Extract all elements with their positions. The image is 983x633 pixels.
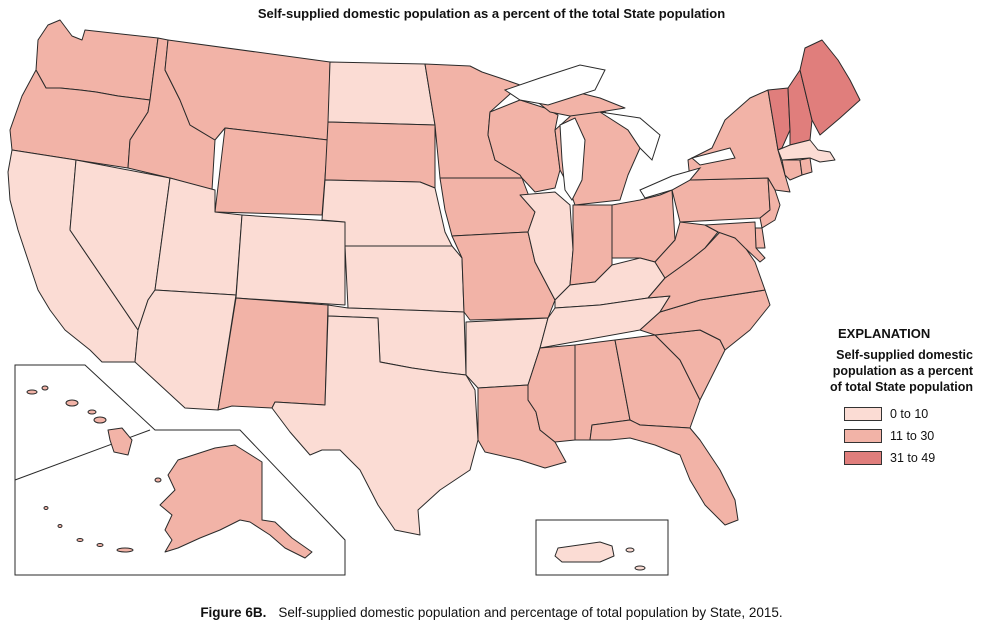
state-ak-shape <box>116 547 134 553</box>
figure-caption: Figure 6B. Self-supplied domestic populat… <box>0 605 983 620</box>
legend-item: 11 to 30 <box>808 425 983 447</box>
state-florida <box>589 419 739 526</box>
state-hi-shape <box>87 409 97 415</box>
alaska-hawaii-inset-frame <box>14 364 346 576</box>
lake-huron <box>599 111 661 161</box>
legend-label: 0 to 10 <box>890 407 929 421</box>
state-ak-shape <box>57 524 63 528</box>
state-wyoming <box>214 127 329 216</box>
states-group <box>7 19 861 536</box>
state-hi-shape <box>93 416 107 424</box>
state-new-jersey <box>759 177 781 229</box>
state-hi-shape <box>26 389 38 395</box>
state-rhode-island <box>799 157 813 176</box>
state-montana <box>164 39 331 141</box>
state-pr-shape <box>634 565 646 571</box>
state-maine <box>799 39 861 136</box>
state-texas <box>271 315 479 536</box>
legend-swatch <box>844 451 882 465</box>
legend-heading: EXPLANATION <box>838 326 931 341</box>
state-new-mexico <box>217 297 329 411</box>
legend-item: 31 to 49 <box>808 447 983 469</box>
legend: EXPLANATION Self-supplied domestic popul… <box>808 326 983 469</box>
lake-ontario <box>690 147 736 166</box>
state-vermont <box>767 87 791 151</box>
legend-item: 0 to 10 <box>808 403 983 425</box>
state-hi-shape <box>41 385 49 391</box>
state-ak-shape <box>96 543 104 547</box>
caption-label: Figure 6B. <box>200 605 267 620</box>
state-south-dakota <box>324 121 436 189</box>
state-pr-shape <box>625 547 635 553</box>
state-connecticut <box>781 159 803 181</box>
state-ak-shape <box>76 538 84 542</box>
lake-erie <box>639 167 702 199</box>
lake-superior <box>503 64 606 106</box>
state-delaware <box>754 227 766 249</box>
puerto-rico-inset-frame <box>535 519 669 576</box>
state-ak-shape <box>159 444 313 559</box>
map-title: Self-supplied domestic population as a p… <box>257 6 726 21</box>
state-kansas <box>344 245 465 313</box>
state-colorado <box>235 214 346 306</box>
legend-label: 11 to 30 <box>890 429 935 443</box>
alaska <box>43 444 313 559</box>
state-massachusetts <box>777 139 836 163</box>
hawaii-islands <box>26 385 133 456</box>
legend-subtitle: Self-supplied domestic population as a p… <box>829 348 973 394</box>
state-hi-shape <box>107 427 133 456</box>
state-hi-shape <box>65 399 79 407</box>
lake-michigan <box>559 117 586 201</box>
state-north-dakota <box>327 61 436 126</box>
state-ak-shape <box>43 506 49 510</box>
state-maryland <box>704 221 766 263</box>
legend-label: 31 to 49 <box>890 451 936 465</box>
puerto-rico <box>554 541 646 571</box>
legend-swatch <box>844 407 882 421</box>
state-pennsylvania <box>671 177 771 223</box>
state-pr-shape <box>554 541 615 563</box>
legend-swatch <box>844 429 882 443</box>
caption-text: Self-supplied domestic population and pe… <box>278 605 783 620</box>
state-ak-shape <box>154 477 162 483</box>
state-iowa <box>439 177 536 237</box>
